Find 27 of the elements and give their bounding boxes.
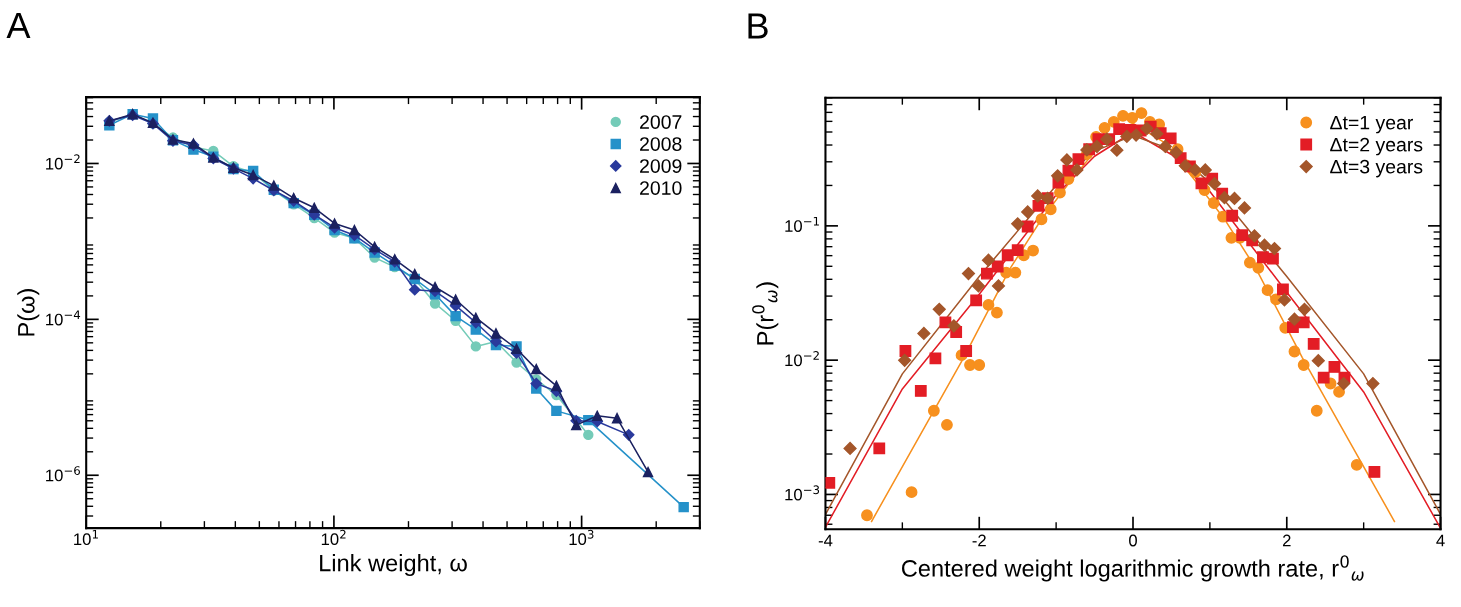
y-axis-title: P(ω): [17, 289, 40, 336]
x-tick-label: 4: [1436, 534, 1445, 547]
x-axis-title: Link weight, ω: [320, 554, 467, 577]
legend-label: Δt=3 years: [1330, 159, 1423, 178]
y-tick-label: 10$^{−3}$: [785, 485, 820, 501]
y-tick-label: 10$^{−4}$: [46, 310, 81, 326]
y-tick-label: 10$^{−2}$: [785, 351, 819, 367]
chart-title: A: [6, 13, 31, 38]
legend-label: 2009: [640, 159, 682, 173]
x-tick-label: 10$^{1}$: [74, 530, 98, 546]
x-tick-label: 2: [1282, 534, 1291, 547]
y-axis-title: P(r$^{0}$$_{ω}$): [752, 282, 779, 345]
y-tick-label: 10$^{−2}$: [46, 154, 80, 170]
y-tick-label: 10$^{−1}$: [785, 216, 819, 232]
legend-label: 2010: [640, 181, 682, 195]
legend-label: 2007: [640, 115, 682, 129]
y-tick-label: 10$^{−6}$: [46, 466, 80, 482]
chart-title: B: [748, 13, 768, 39]
x-tick-label: 10$^{3}$: [569, 529, 594, 546]
legend-label: 2008: [640, 137, 682, 151]
x-tick-label: -4: [818, 534, 833, 547]
x-tick-label: -2: [972, 534, 986, 547]
x-axis-title: Centered weight logarithmic growth rate, r$^{0}$$_{ω}$: [901, 555, 1364, 582]
legend-label: Δt=1 year: [1330, 115, 1413, 134]
x-tick-label: 0: [1129, 534, 1137, 547]
x-tick-label: 10$^{2}$: [321, 529, 346, 546]
legend-label: Δt=2 years: [1330, 137, 1423, 156]
